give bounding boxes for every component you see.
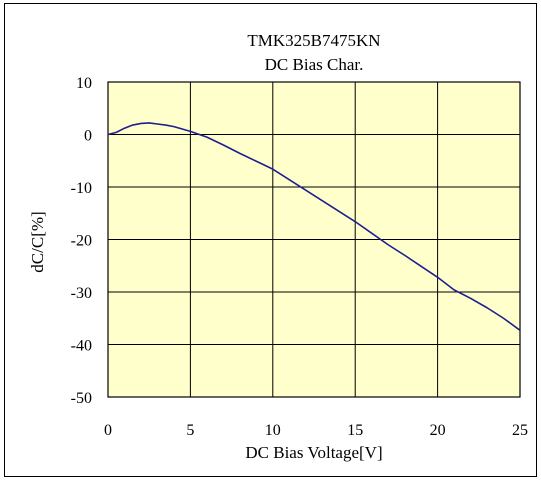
y-tick-label: 10 (76, 75, 92, 92)
y-tick-label: -40 (71, 338, 92, 355)
chart-subtitle: DC Bias Char. (265, 55, 364, 74)
x-tick-label: 15 (347, 422, 363, 439)
y-tick-label: -20 (71, 233, 92, 250)
x-tick-label: 5 (186, 422, 194, 439)
x-axis-label: DC Bias Voltage[V] (245, 443, 382, 462)
grid-lines (108, 82, 520, 397)
y-tick-label: -10 (71, 180, 92, 197)
y-tick-label: -50 (71, 390, 92, 407)
y-tick-label: -30 (71, 285, 92, 302)
x-tick-label: 0 (104, 422, 112, 439)
series-layer (107, 122, 521, 331)
chart-title: TMK325B7475KN (247, 31, 380, 50)
x-tick-label: 20 (430, 422, 446, 439)
tick-labels: 0 5 10 15 20 25 10 0 -10 -20 -30 -40 -50 (71, 75, 528, 439)
y-axis-label: dC/C[%] (28, 211, 47, 272)
y-tick-label: 0 (84, 128, 92, 145)
x-tick-label: 25 (512, 422, 528, 439)
x-tick-label: 10 (265, 422, 281, 439)
series-line (107, 122, 521, 331)
